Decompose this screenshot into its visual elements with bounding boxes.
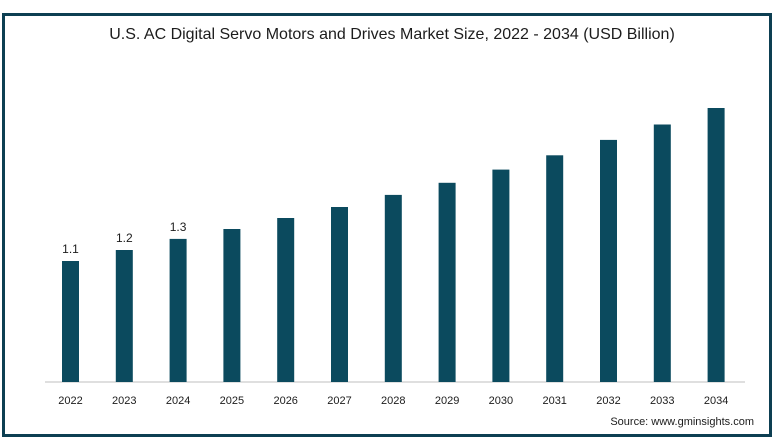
x-tick-label-2031: 2031 [542,395,566,407]
bar-2034 [707,108,725,382]
bar-2025 [223,229,241,382]
x-tick-label-2023: 2023 [112,395,136,407]
bar-2026 [277,218,295,382]
x-tick-label-2034: 2034 [704,395,728,407]
bar-2030 [492,169,510,382]
data-label-2023: 1.2 [116,231,133,245]
x-tick-label-2027: 2027 [327,395,351,407]
data-label-2024: 1.3 [170,220,187,234]
bar-2031 [546,155,564,382]
x-tick-label-2024: 2024 [166,395,190,407]
bar-2024 [169,238,187,382]
x-tick-label-2028: 2028 [381,395,405,407]
x-tick-label-2025: 2025 [220,395,244,407]
source-note: Source: www.gminsights.com [610,416,754,428]
bar-2032 [600,139,617,382]
chart-title: U.S. AC Digital Servo Motors and Drives … [109,26,675,43]
bar-2027 [331,207,348,382]
data-label-2022: 1.1 [62,242,79,256]
bar-2028 [384,194,402,382]
bar-2029 [438,182,456,382]
bar-2023 [115,250,133,382]
bar-2022 [62,261,79,382]
bar-2033 [653,124,671,382]
x-tick-label-2029: 2029 [435,395,459,407]
x-tick-label-2022: 2022 [58,395,82,407]
x-tick-label-2032: 2032 [596,395,620,407]
x-tick-label-2030: 2030 [489,395,513,407]
x-tick-label-2033: 2033 [650,395,674,407]
x-tick-label-2026: 2026 [273,395,297,407]
